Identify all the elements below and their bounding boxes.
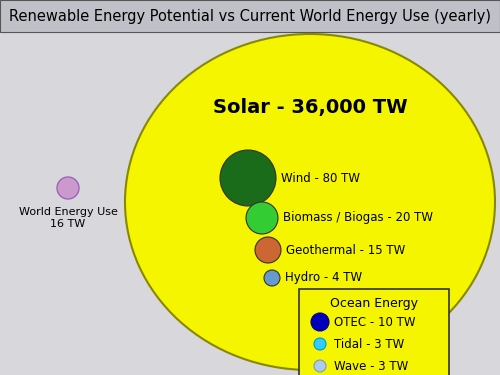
Text: Geothermal - 15 TW: Geothermal - 15 TW xyxy=(286,243,405,256)
Text: Biomass / Biogas - 20 TW: Biomass / Biogas - 20 TW xyxy=(283,211,433,225)
Circle shape xyxy=(314,360,326,372)
Text: Ocean Energy: Ocean Energy xyxy=(330,297,418,310)
Text: Wave - 3 TW: Wave - 3 TW xyxy=(334,360,408,372)
Ellipse shape xyxy=(125,34,495,370)
Circle shape xyxy=(311,313,329,331)
Text: Renewable Energy Potential vs Current World Energy Use (yearly): Renewable Energy Potential vs Current Wo… xyxy=(9,9,491,24)
Circle shape xyxy=(220,150,276,206)
Text: Tidal - 3 TW: Tidal - 3 TW xyxy=(334,338,404,351)
Text: Hydro - 4 TW: Hydro - 4 TW xyxy=(285,272,362,285)
Circle shape xyxy=(246,202,278,234)
Text: Wind - 80 TW: Wind - 80 TW xyxy=(281,171,360,184)
Circle shape xyxy=(314,338,326,350)
FancyBboxPatch shape xyxy=(299,289,449,375)
Circle shape xyxy=(57,177,79,199)
Text: Solar - 36,000 TW: Solar - 36,000 TW xyxy=(212,98,408,117)
Circle shape xyxy=(264,270,280,286)
Text: OTEC - 10 TW: OTEC - 10 TW xyxy=(334,315,415,328)
Circle shape xyxy=(255,237,281,263)
FancyBboxPatch shape xyxy=(0,0,500,32)
Text: World Energy Use
16 TW: World Energy Use 16 TW xyxy=(18,207,117,229)
